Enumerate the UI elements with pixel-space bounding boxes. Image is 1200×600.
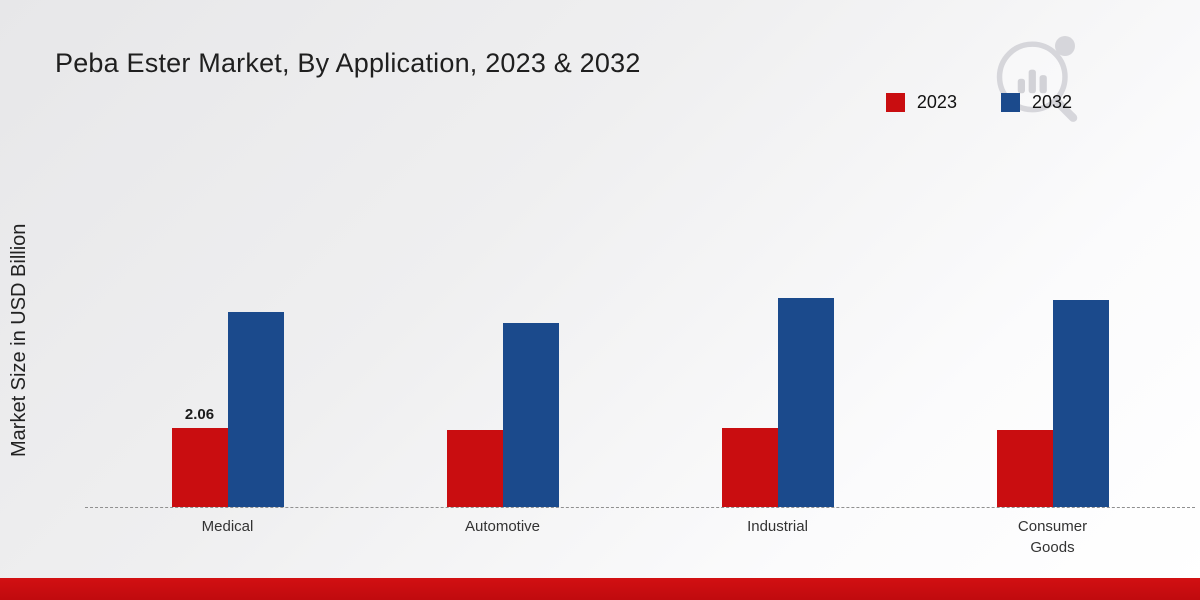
bar-wrap-2023-automotive: [446, 430, 503, 507]
bar-wrap-2023-medical: 2.06: [171, 406, 228, 507]
bar-wrap-2023-consumer-goods: [996, 429, 1053, 507]
plot-area: 2.06 Medical Automotive Industrial Consumer …: [90, 150, 1190, 556]
legend-item-2032: 2032: [1000, 92, 1072, 113]
category-label-consumer-goods: Consumer Goods: [1017, 518, 1088, 556]
bar-wrap-2032-medical: [227, 311, 284, 507]
bar-2032-automotive: [502, 323, 559, 507]
bar-group-industrial: Industrial: [640, 150, 915, 535]
bar-group-consumer-goods: Consumer Goods: [915, 150, 1190, 556]
page-title: Peba Ester Market, By Application, 2023 …: [55, 48, 641, 79]
bar-group-medical: 2.06 Medical: [90, 150, 365, 535]
bar-wrap-2032-industrial: [777, 298, 834, 507]
legend-label-2032: 2032: [1031, 92, 1072, 112]
legend-swatch-2023: [885, 93, 905, 112]
category-label-industrial: Industrial: [747, 518, 808, 535]
legend-item-2023: 2023: [885, 92, 957, 113]
bar-wrap-2032-consumer-goods: [1052, 300, 1109, 507]
bar-wrap-2023-industrial: [721, 428, 778, 507]
bar-value-label-2023-medical: 2.06: [184, 406, 215, 423]
legend: 2023 2032: [885, 92, 1072, 113]
category-label-automotive: Automotive: [464, 518, 541, 535]
bar-2023-industrial: [721, 428, 778, 507]
bar-2023-medical: [171, 428, 228, 507]
bar-2032-consumer-goods: [1052, 300, 1109, 507]
bar-2032-medical: [227, 311, 284, 507]
legend-swatch-2032: [1000, 93, 1020, 112]
bar-2023-consumer-goods: [996, 429, 1053, 507]
x-axis-baseline: [85, 507, 1195, 508]
bar-2032-industrial: [777, 298, 834, 507]
y-axis-label: Market Size in USD Billion: [8, 223, 30, 457]
bar-wrap-2032-automotive: [502, 323, 559, 507]
category-label-medical: Medical: [201, 518, 254, 535]
bar-2023-automotive: [446, 430, 503, 507]
footer-red-bar: [0, 578, 1200, 600]
legend-label-2023: 2023: [916, 92, 957, 112]
bar-group-automotive: Automotive: [365, 150, 640, 535]
